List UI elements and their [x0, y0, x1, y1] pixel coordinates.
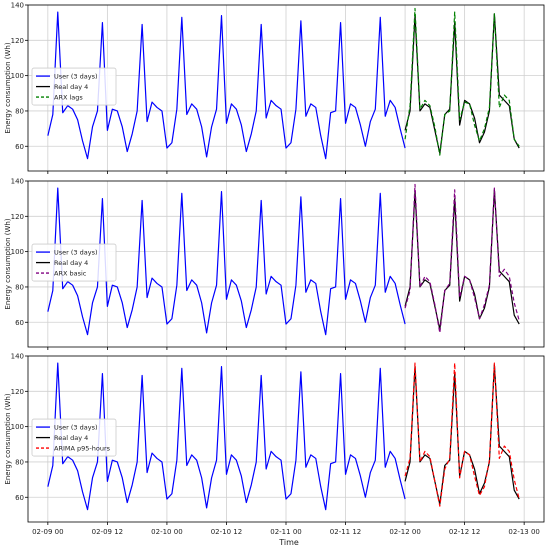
y-tick-label: 60 — [15, 319, 24, 327]
legend-label: ARIMA p95-hours — [54, 445, 111, 453]
plot-frame — [27, 180, 545, 348]
legend-label: User (3 days) — [54, 73, 98, 81]
series-user-line — [47, 187, 406, 336]
legend-label: Real day 4 — [54, 83, 88, 91]
y-tick-label: 60 — [15, 143, 24, 151]
x-tick-label: 02-09 12 — [92, 528, 123, 536]
y-tick-label: 140 — [11, 2, 24, 10]
series-forecast-line — [404, 183, 520, 334]
y-tick-label: 120 — [11, 37, 24, 45]
y-tick-label: 80 — [15, 458, 24, 466]
y-tick-label: 80 — [15, 107, 24, 115]
legend — [31, 243, 117, 282]
panel-2: 60 80 100 120 140 Energy consumption (Wh) User… — [4, 178, 545, 350]
plot-frame — [27, 4, 545, 172]
x-tick-label: 02-09 00 — [32, 528, 63, 536]
y-tick-label: 60 — [15, 494, 24, 502]
panel-3: 60 80 100 120 140 02-09 00 02-09 12 02-10 00 02-… — [4, 353, 545, 536]
x-tick-label: 02-11 00 — [270, 528, 301, 536]
y-axis-label: Energy consumption (Wh) — [4, 42, 12, 133]
y-axis-label: Energy consumption (Wh) — [4, 393, 12, 484]
legend-label: ARX lags — [54, 94, 83, 102]
legend-label: User (3 days) — [54, 249, 98, 257]
y-tick-label: 140 — [11, 353, 24, 361]
plot-frame — [27, 355, 545, 523]
x-tick-label: 02-13 00 — [508, 528, 539, 536]
x-tick-label: 02-12 00 — [389, 528, 420, 536]
x-tick-label: 02-10 00 — [151, 528, 182, 536]
legend-label: Real day 4 — [54, 434, 88, 442]
x-axis-label: Time — [278, 538, 299, 547]
series-user-line — [47, 11, 406, 160]
legend-label: ARX basic — [54, 270, 87, 278]
series-forecast-line — [404, 7, 520, 156]
x-tick-label: 02-12 12 — [449, 528, 480, 536]
panel-1: 60 80 100 120 140 Energy consumption (Wh) User… — [4, 2, 545, 174]
y-tick-label: 100 — [11, 72, 24, 80]
series-user-line — [47, 362, 406, 511]
y-tick-label: 100 — [11, 423, 24, 431]
x-tick-label: 02-11 12 — [330, 528, 361, 536]
panels-layer: 60 80 100 120 140 Energy consumption (Wh) User… — [4, 2, 545, 536]
y-tick-label: 120 — [11, 213, 24, 221]
legend — [31, 67, 117, 106]
legend-label: Real day 4 — [54, 259, 88, 267]
y-tick-label: 80 — [15, 283, 24, 291]
legend-label: User (3 days) — [54, 424, 98, 432]
y-tick-label: 100 — [11, 248, 24, 256]
x-tick-label: 02-10 12 — [211, 528, 242, 536]
legend — [31, 418, 117, 457]
y-axis-label: Energy consumption (Wh) — [4, 218, 12, 309]
y-tick-label: 140 — [11, 178, 24, 186]
y-tick-label: 120 — [11, 388, 24, 396]
series-forecast-line — [404, 362, 520, 507]
